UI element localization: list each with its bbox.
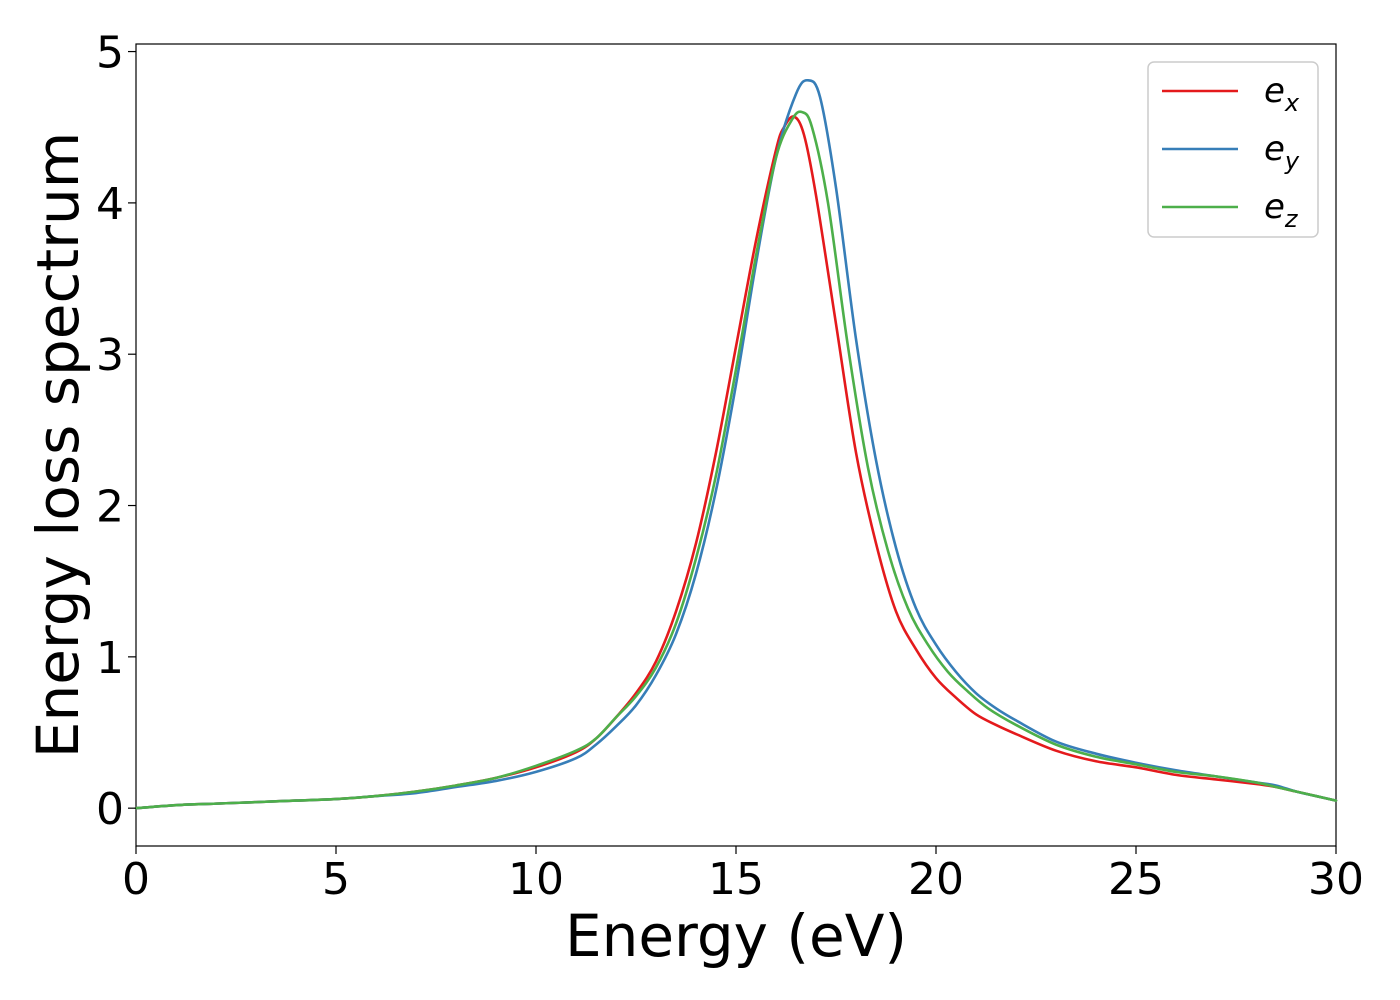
series-layer — [134, 78, 1338, 810]
x-tick-label: 30 — [1308, 854, 1364, 905]
legend-label-subscript: y — [1284, 147, 1300, 175]
plot-area — [134, 43, 1338, 847]
y-tick-label: 5 — [96, 28, 124, 79]
x-tick-label: 20 — [908, 854, 964, 905]
plot-frame — [135, 43, 1337, 847]
legend-label-z: ez — [1264, 187, 1299, 233]
x-tick-label: 25 — [1108, 854, 1164, 905]
x-tick-label: 5 — [322, 854, 350, 905]
series-line-z — [134, 110, 1338, 810]
y-tick-label: 1 — [96, 633, 124, 684]
legend-label-base: e — [1264, 129, 1285, 169]
legend-label-base: e — [1264, 71, 1285, 111]
x-axis-title: Energy (eV) — [565, 902, 907, 970]
x-tick-label: 10 — [508, 854, 564, 905]
y-tick-label: 3 — [96, 330, 124, 381]
x-tick-label: 0 — [122, 854, 150, 905]
x-axis-ticks: 0 5 10 15 20 25 30 — [122, 846, 1364, 905]
legend-label-subscript: z — [1284, 205, 1299, 233]
y-axis-ticks: 0 1 2 3 4 5 — [96, 28, 136, 835]
y-tick-label: 2 — [96, 482, 124, 533]
y-tick-label: 4 — [96, 179, 124, 230]
x-tick-label: 15 — [708, 854, 764, 905]
y-tick-label: 0 — [96, 784, 124, 835]
legend-label-y: ey — [1264, 129, 1300, 175]
legend-label-x: ex — [1264, 71, 1300, 117]
series-line-y — [134, 78, 1338, 810]
y-axis-title: Energy loss spectrum — [24, 132, 92, 758]
legend-label-subscript: x — [1284, 89, 1300, 117]
legend-label-base: e — [1264, 187, 1285, 227]
